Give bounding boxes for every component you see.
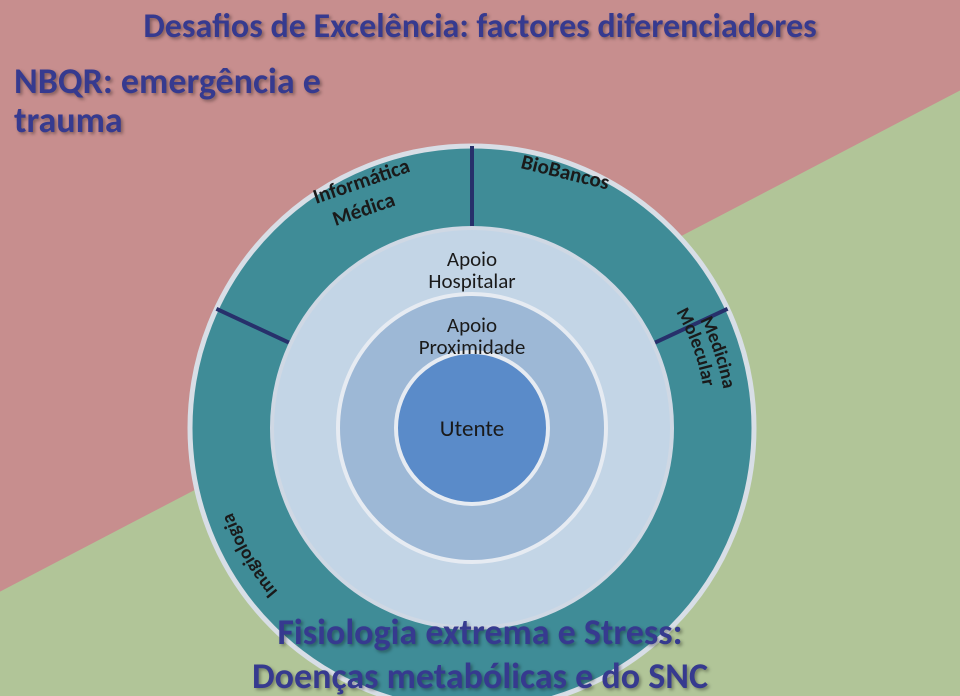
title-bottom-1: Fisiologia extrema e Stress: <box>0 610 960 654</box>
stage: Desafios de Excelência: factores diferen… <box>0 0 960 696</box>
label-apoio-hospitalar-2: Hospitalar <box>428 268 515 294</box>
concentric-diagram: Imagiologia Informática Médica BioBancos… <box>0 0 960 696</box>
label-apoio-proximidade-2: Proximidade <box>419 334 526 360</box>
label-utente: Utente <box>440 415 504 443</box>
title-bottom-2: Doenças metabólicas e do SNC <box>0 654 960 696</box>
